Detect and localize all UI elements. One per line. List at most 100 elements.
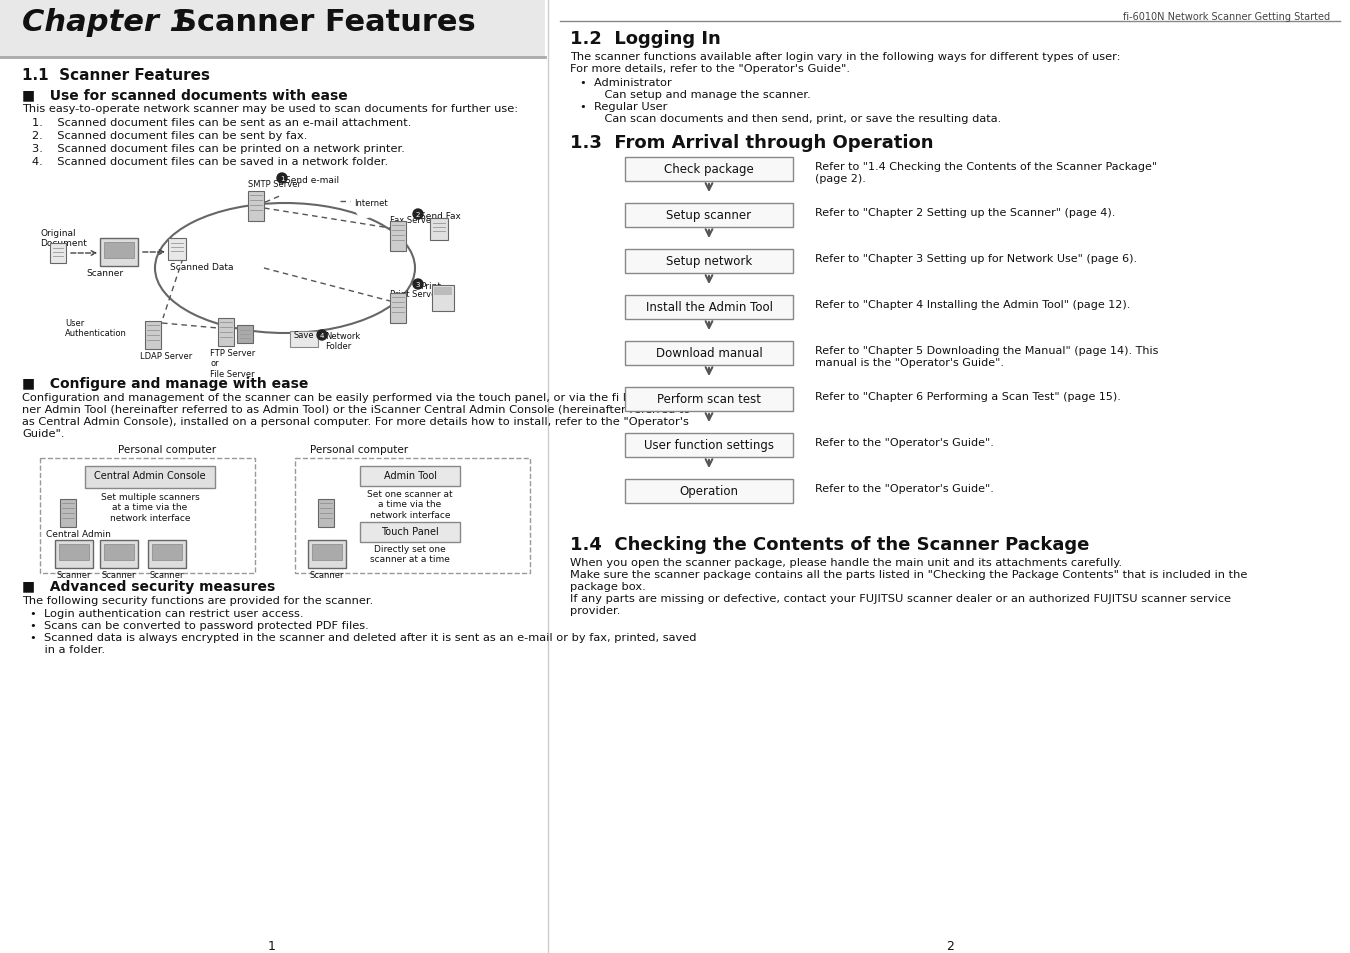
Text: Scanned Data: Scanned Data [170, 263, 234, 272]
Text: •  Scanned data is always encrypted in the scanner and deleted after it is sent : • Scanned data is always encrypted in th… [30, 633, 697, 642]
Bar [312, 544, 342, 560]
Bar [238, 326, 252, 344]
Text: 1.1  Scanner Features: 1.1 Scanner Features [22, 68, 211, 83]
Text: Original
Document: Original Document [40, 229, 86, 248]
Text: Refer to "Chapter 4 Installing the Admin Tool" (page 12).: Refer to "Chapter 4 Installing the Admin… [815, 299, 1130, 310]
Text: Central Admin
Server: Central Admin Server [46, 530, 111, 549]
Bar [319, 499, 333, 527]
Bar [85, 467, 215, 489]
Text: •  Scans can be converted to password protected PDF files.: • Scans can be converted to password pro… [30, 620, 369, 630]
Text: Chapter 1: Chapter 1 [22, 8, 190, 37]
Bar [308, 540, 346, 568]
Text: in a folder.: in a folder. [30, 644, 105, 655]
Circle shape [277, 173, 288, 184]
Bar [625, 341, 792, 366]
Text: User function settings: User function settings [644, 439, 774, 452]
Circle shape [373, 189, 396, 211]
Bar [625, 434, 792, 457]
Bar [167, 239, 186, 261]
Text: SMTP Server: SMTP Server [248, 180, 301, 189]
Bar [104, 544, 134, 560]
Text: 2.    Scanned document files can be sent by fax.: 2. Scanned document files can be sent by… [32, 131, 308, 141]
Text: Setup network: Setup network [666, 255, 752, 268]
Text: When you open the scanner package, please handle the main unit and its attachmen: When you open the scanner package, pleas… [570, 558, 1122, 567]
Text: Scanner: Scanner [86, 269, 124, 277]
Text: LDAP Server: LDAP Server [140, 352, 192, 360]
Text: Scanner: Scanner [150, 571, 184, 579]
Bar [625, 158, 792, 182]
Text: If any parts are missing or defective, contact your FUJITSU scanner dealer or an: If any parts are missing or defective, c… [570, 594, 1231, 603]
Bar [360, 522, 460, 542]
Text: ■   Advanced security measures: ■ Advanced security measures [22, 579, 275, 594]
Text: Refer to "1.4 Checking the Contents of the Scanner Package"
(page 2).: Refer to "1.4 Checking the Contents of t… [815, 162, 1157, 183]
Bar [144, 322, 161, 350]
Bar [104, 243, 134, 258]
Text: Refer to "Chapter 5 Downloading the Manual" (page 14). This
manual is the "Opera: Refer to "Chapter 5 Downloading the Manu… [815, 346, 1158, 367]
Text: FTP Server
or
File Server: FTP Server or File Server [211, 349, 255, 378]
Text: Send e-mail: Send e-mail [285, 175, 339, 185]
Bar [625, 295, 792, 319]
Text: Fax Server: Fax Server [390, 215, 435, 225]
Text: Download manual: Download manual [656, 347, 763, 360]
Text: Set one scanner at
a time via the
network interface: Set one scanner at a time via the networ… [367, 490, 452, 519]
Text: Make sure the scanner package contains all the parts listed in "Checking the Pac: Make sure the scanner package contains a… [570, 569, 1247, 579]
Circle shape [317, 331, 327, 340]
Text: 1: 1 [279, 175, 285, 182]
Text: 1.3  From Arrival through Operation: 1.3 From Arrival through Operation [570, 133, 933, 152]
Text: •  Regular User: • Regular User [580, 102, 667, 112]
Text: Refer to the "Operator's Guide".: Refer to the "Operator's Guide". [815, 483, 994, 494]
Text: •  Administrator: • Administrator [580, 78, 672, 88]
Text: Can setup and manage the scanner.: Can setup and manage the scanner. [590, 90, 811, 100]
Text: ■   Configure and manage with ease: ■ Configure and manage with ease [22, 376, 308, 391]
Text: 1: 1 [269, 939, 275, 952]
Text: Scanner Features: Scanner Features [176, 8, 475, 37]
Text: For more details, refer to the "Operator's Guide".: For more details, refer to the "Operator… [570, 64, 850, 74]
Text: Print: Print [420, 282, 441, 291]
Bar [296, 458, 531, 574]
Text: The scanner functions available after login vary in the following ways for diffe: The scanner functions available after lo… [570, 52, 1120, 62]
Text: Can scan documents and then send, print, or save the resulting data.: Can scan documents and then send, print,… [590, 113, 1002, 124]
Bar [431, 219, 448, 241]
Text: Directly set one
scanner at a time: Directly set one scanner at a time [370, 544, 450, 564]
Text: Personal computer: Personal computer [310, 444, 408, 455]
Text: Save: Save [294, 331, 315, 340]
Text: Operation: Operation [679, 485, 738, 498]
Bar [625, 388, 792, 412]
Text: ■   Use for scanned documents with ease: ■ Use for scanned documents with ease [22, 88, 348, 102]
Text: package box.: package box. [570, 581, 645, 592]
Text: Configuration and management of the scanner can be easily performed via the touc: Configuration and management of the scan… [22, 393, 706, 402]
Bar [217, 318, 234, 347]
Text: 1.    Scanned document files can be sent as an e-mail attachment.: 1. Scanned document files can be sent as… [32, 118, 412, 128]
Text: 4.    Scanned document files can be saved in a network folder.: 4. Scanned document files can be saved i… [32, 157, 389, 167]
Text: Central Admin Console: Central Admin Console [95, 471, 205, 480]
Text: Send Fax: Send Fax [420, 212, 460, 221]
Text: Install the Admin Tool: Install the Admin Tool [645, 301, 772, 314]
Text: Print Server: Print Server [390, 290, 440, 298]
Bar [432, 286, 454, 312]
Text: Check package: Check package [664, 163, 753, 176]
Bar [625, 250, 792, 274]
Circle shape [413, 280, 423, 290]
Bar [153, 544, 182, 560]
Bar [40, 458, 255, 574]
Text: Setup scanner: Setup scanner [667, 210, 752, 222]
Text: Internet: Internet [354, 198, 387, 208]
Bar [0, 0, 545, 58]
Text: Admin Tool: Admin Tool [383, 471, 436, 480]
Bar [390, 222, 406, 252]
Circle shape [362, 186, 382, 206]
Bar [433, 288, 452, 295]
Circle shape [369, 199, 387, 219]
Text: ner Admin Tool (hereinafter referred to as Admin Tool) or the iScanner Central A: ner Admin Tool (hereinafter referred to … [22, 405, 690, 415]
Circle shape [350, 192, 370, 212]
Text: as Central Admin Console), installed on a personal computer. For more details ho: as Central Admin Console), installed on … [22, 416, 688, 427]
Text: Refer to "Chapter 3 Setting up for Network Use" (page 6).: Refer to "Chapter 3 Setting up for Netwo… [815, 253, 1137, 264]
Text: Personal computer: Personal computer [117, 444, 216, 455]
Text: This easy-to-operate network scanner may be used to scan documents for further u: This easy-to-operate network scanner may… [22, 104, 518, 113]
Text: Refer to the "Operator's Guide".: Refer to the "Operator's Guide". [815, 437, 994, 448]
Text: Guide".: Guide". [22, 429, 65, 438]
Bar [360, 467, 460, 486]
Text: Refer to "Chapter 2 Setting up the Scanner" (page 4).: Refer to "Chapter 2 Setting up the Scann… [815, 208, 1115, 218]
Text: 2: 2 [946, 939, 954, 952]
Text: 2: 2 [416, 212, 420, 218]
